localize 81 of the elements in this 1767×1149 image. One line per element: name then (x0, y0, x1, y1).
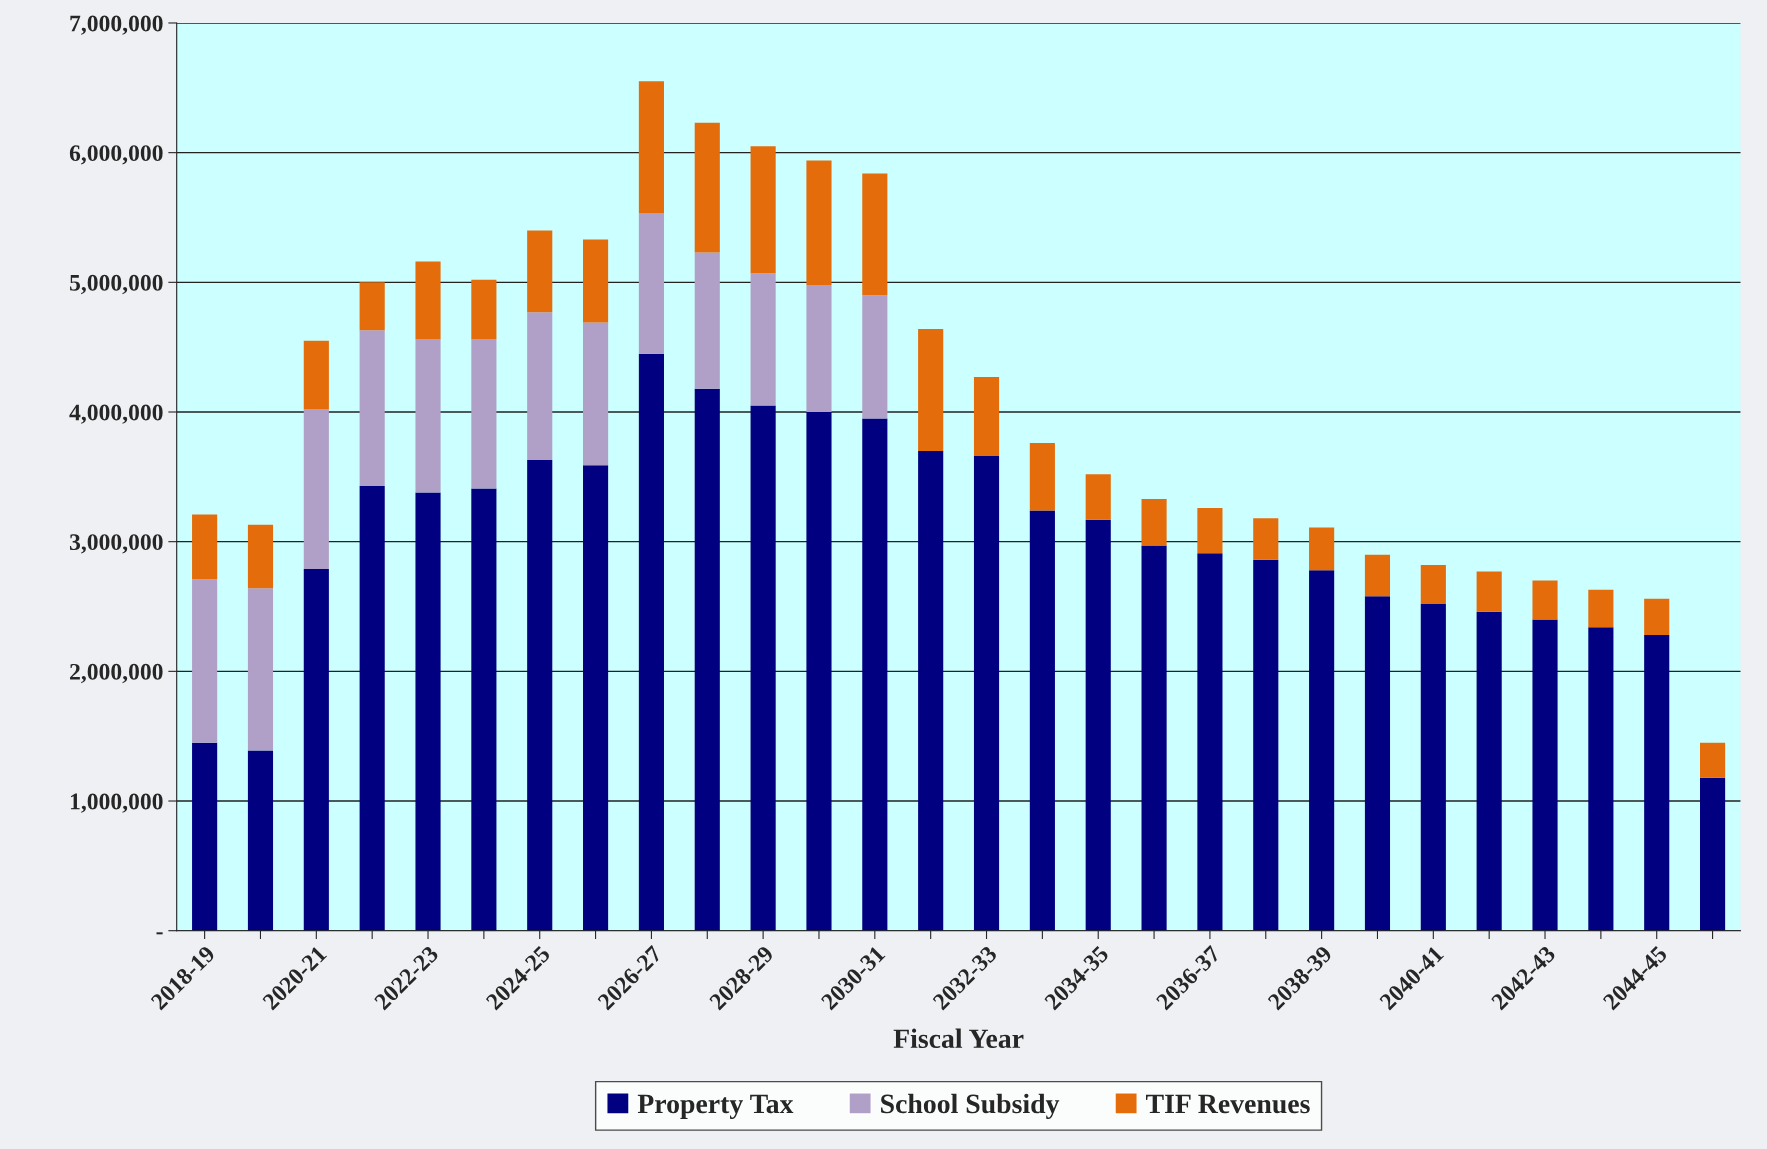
y-tick-label: 7,000,000 (70, 15, 163, 35)
bar (750, 146, 776, 274)
bar (1644, 598, 1670, 636)
bar (247, 588, 274, 751)
bar (638, 81, 664, 214)
bar (638, 213, 664, 354)
bar (1588, 589, 1614, 628)
bar (247, 524, 274, 589)
bar (1309, 570, 1335, 931)
bar (918, 450, 944, 931)
bar (1700, 777, 1726, 931)
y-tick-label: 2,000,000 (70, 663, 163, 684)
bar (806, 284, 832, 412)
bar (1029, 443, 1055, 511)
bar (303, 340, 329, 410)
bar (862, 173, 888, 296)
bar (806, 412, 832, 931)
bar (806, 160, 832, 285)
bar (192, 514, 218, 580)
y-tick-label: 4,000,000 (69, 404, 163, 424)
y-tick-label: 5,000,000 (70, 274, 163, 295)
bar (1532, 580, 1558, 620)
bar (1420, 603, 1446, 931)
bar (638, 353, 664, 931)
bar (247, 750, 274, 931)
bar (1476, 571, 1502, 612)
bar (471, 488, 497, 931)
bar (694, 252, 720, 389)
bar (1364, 554, 1391, 597)
bar (359, 330, 385, 486)
bar (694, 388, 720, 931)
bar (862, 295, 888, 419)
bar (1197, 553, 1223, 931)
bar (1085, 474, 1111, 520)
bar (527, 230, 553, 313)
bar (1253, 518, 1279, 560)
bar (359, 282, 385, 331)
bar (918, 329, 944, 451)
bar (415, 339, 441, 493)
bar (415, 261, 441, 340)
bar (1141, 545, 1167, 931)
bar (1476, 611, 1502, 931)
y-tick-label: 6,000,000 (69, 145, 163, 165)
bar (1364, 596, 1391, 931)
bar (862, 418, 888, 931)
bar (1253, 559, 1279, 931)
bar (1700, 742, 1726, 778)
bar (1420, 565, 1446, 604)
bar (1029, 510, 1055, 931)
bar (583, 322, 609, 466)
bar (415, 492, 441, 931)
bar (1141, 498, 1167, 546)
x-axis-title: Fiscal Year (893, 1028, 1024, 1049)
bar (471, 339, 497, 489)
bar (527, 312, 553, 460)
bar (303, 409, 329, 569)
bar (527, 459, 553, 931)
legend-label: Property Tax (637, 1094, 794, 1119)
bar (750, 405, 776, 931)
bar (471, 279, 497, 340)
bar (583, 239, 609, 323)
bar (694, 122, 720, 253)
legend-label: TIF Revenues (1146, 1094, 1310, 1114)
bar (973, 376, 1000, 457)
bar (303, 568, 329, 931)
bar (973, 456, 1000, 931)
bar (1197, 507, 1223, 554)
bar (192, 742, 218, 931)
bar (359, 485, 385, 931)
bar (1085, 519, 1111, 931)
bar (583, 465, 609, 931)
bar (192, 579, 218, 743)
bar (1588, 627, 1614, 931)
y-tick-label: 3,000,000 (69, 534, 163, 554)
legend-label: School Subsidy (881, 1093, 1060, 1119)
bar (750, 273, 776, 406)
y-tick-label: 1,000,000 (70, 793, 163, 813)
bar (1532, 619, 1558, 931)
bar (1309, 527, 1335, 571)
y-tick-label: - (156, 932, 163, 935)
bar (1644, 635, 1670, 931)
